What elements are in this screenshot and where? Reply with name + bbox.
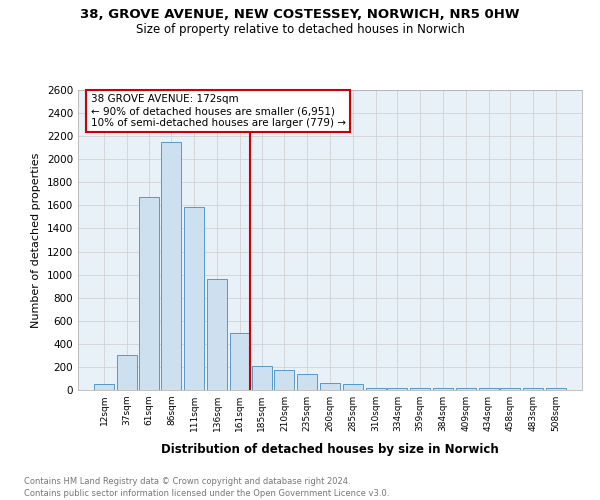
Bar [479, 388, 499, 390]
Text: Size of property relative to detached houses in Norwich: Size of property relative to detached ho… [136, 22, 464, 36]
Bar [297, 374, 317, 390]
Text: 38, GROVE AVENUE, NEW COSTESSEY, NORWICH, NR5 0HW: 38, GROVE AVENUE, NEW COSTESSEY, NORWICH… [80, 8, 520, 20]
Bar [251, 366, 272, 390]
Text: Contains HM Land Registry data © Crown copyright and database right 2024.: Contains HM Land Registry data © Crown c… [24, 478, 350, 486]
Bar [320, 383, 340, 390]
Bar [456, 388, 476, 390]
Bar [230, 334, 250, 390]
Bar [274, 370, 295, 390]
Bar [117, 356, 137, 390]
Bar [388, 388, 407, 390]
Bar [139, 198, 159, 390]
Bar [500, 388, 520, 390]
Bar [410, 388, 430, 390]
Bar [343, 384, 363, 390]
Bar [94, 384, 114, 390]
Bar [546, 388, 566, 390]
Bar [161, 142, 181, 390]
Text: 38 GROVE AVENUE: 172sqm
← 90% of detached houses are smaller (6,951)
10% of semi: 38 GROVE AVENUE: 172sqm ← 90% of detache… [91, 94, 346, 128]
Bar [523, 388, 543, 390]
Y-axis label: Number of detached properties: Number of detached properties [31, 152, 41, 328]
Bar [184, 206, 204, 390]
Bar [433, 388, 453, 390]
Bar [207, 279, 227, 390]
Text: Contains public sector information licensed under the Open Government Licence v3: Contains public sector information licen… [24, 489, 389, 498]
Text: Distribution of detached houses by size in Norwich: Distribution of detached houses by size … [161, 442, 499, 456]
Bar [365, 388, 386, 390]
